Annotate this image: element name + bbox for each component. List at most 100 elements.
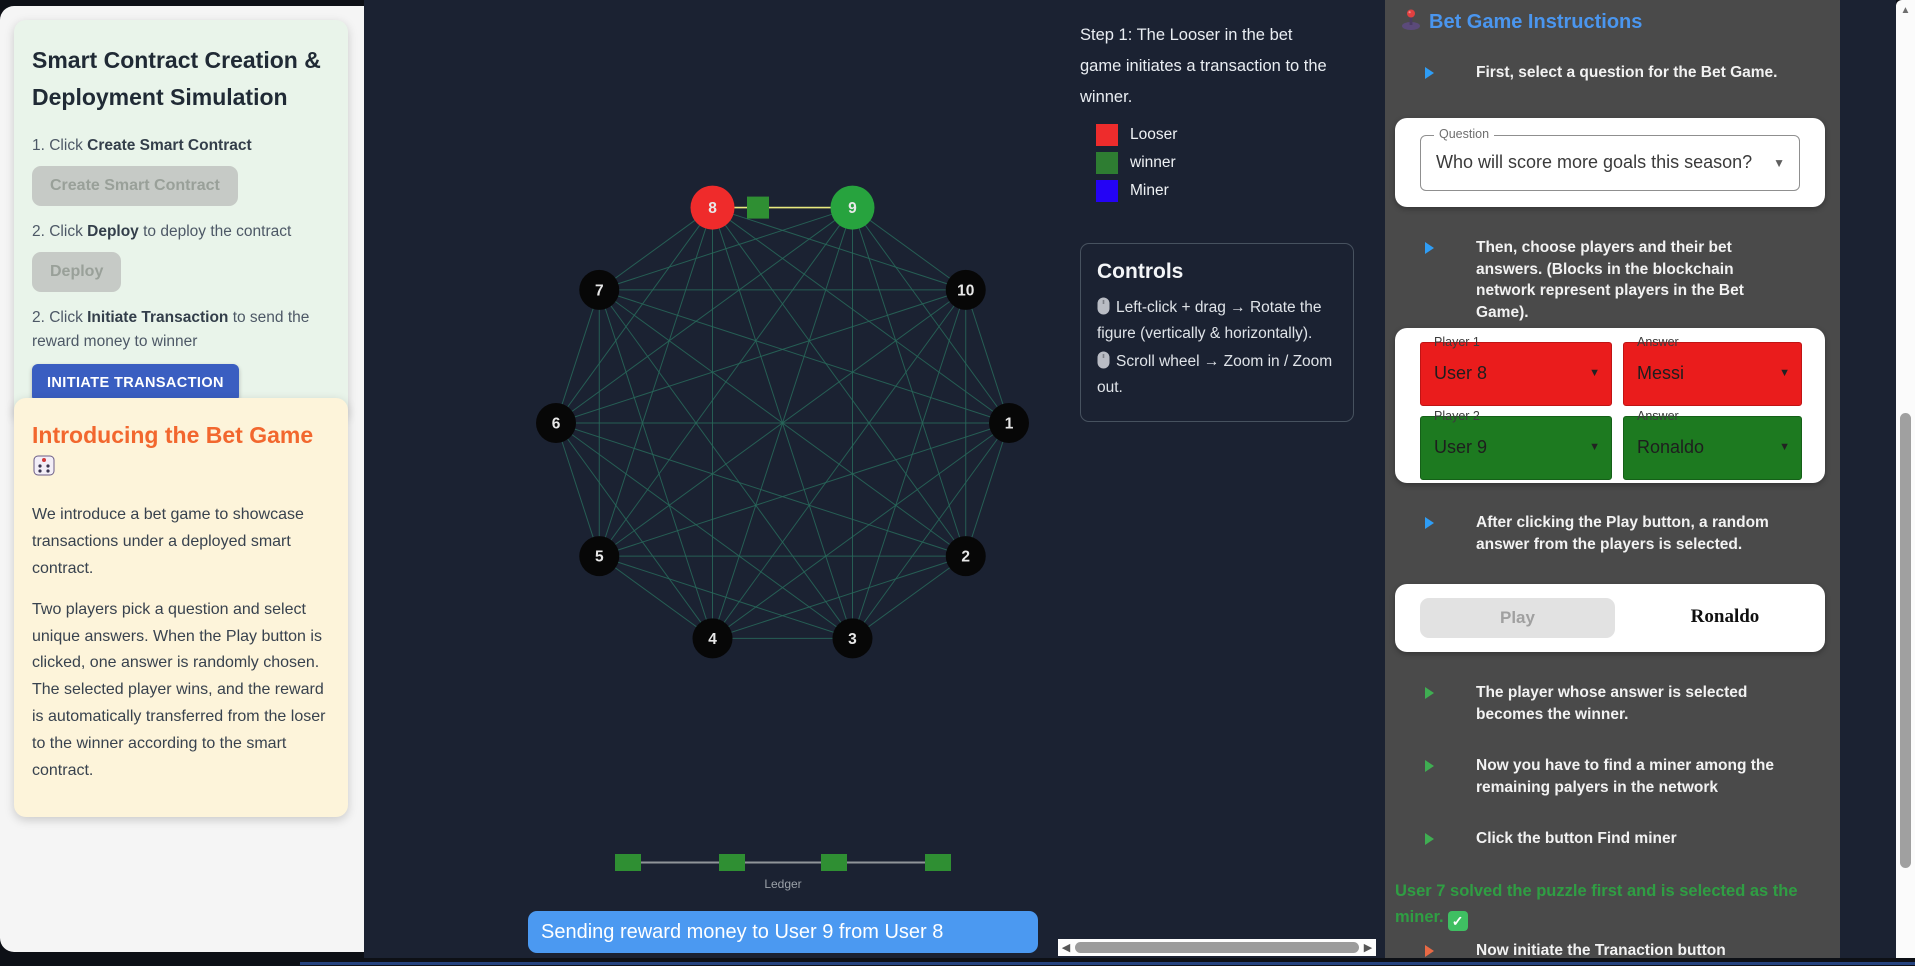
bet-game-instructions-panel: Bet Game Instructions First, select a qu…: [1385, 0, 1840, 966]
controls-rotate-hint: Left-click + drag → Rotate the figure (v…: [1097, 297, 1322, 343]
scroll-left-arrow-icon[interactable]: ◀: [1061, 942, 1071, 954]
step-1-label: 1. Click Create Smart Contract: [32, 136, 252, 154]
create-smart-contract-button[interactable]: Create Smart Contract: [32, 165, 238, 206]
question-card: Question Who will score more goals this …: [1395, 118, 1825, 207]
smart-contract-card-title: Smart Contract Creation & Deployment Sim…: [32, 47, 321, 110]
instruction-item-6: Click the button Find miner: [1425, 828, 1795, 850]
deploy-button[interactable]: Deploy: [32, 251, 122, 292]
step-description: Step 1: The Looser in the bet game initi…: [1080, 26, 1327, 107]
legend-miner: Miner: [1096, 180, 1177, 202]
smart-contract-card: Smart Contract Creation & Deployment Sim…: [14, 20, 348, 420]
bullet-arrow-icon: [1425, 945, 1434, 957]
chevron-down-icon[interactable]: ▼: [1779, 367, 1790, 379]
network-node-7[interactable]: [579, 269, 620, 310]
legend-winner: winner: [1096, 152, 1177, 174]
svg-text:6: 6: [552, 416, 561, 433]
network-node-1[interactable]: [989, 403, 1029, 443]
network-node-10[interactable]: [945, 269, 986, 310]
player1-select[interactable]: Player 1 User 8 ▼: [1420, 335, 1612, 406]
bet-game-intro-paragraph-1: We introduce a bet game to showcase tran…: [32, 506, 304, 577]
bet-game-intro-card: Introducing the Bet Game We introduce a …: [14, 398, 348, 817]
network-node-8[interactable]: [690, 185, 735, 230]
instruction-item-4: The player whose answer is selected beco…: [1425, 682, 1795, 725]
bullet-arrow-icon: [1425, 833, 1434, 845]
looser-swatch: [1096, 124, 1118, 146]
panel-header: Bet Game Instructions: [1401, 8, 1642, 36]
network-node-4[interactable]: [692, 618, 733, 659]
ledger-block: [615, 854, 641, 871]
mouse-icon: [1097, 351, 1110, 376]
player2-select[interactable]: Player 2 User 9 ▼: [1420, 409, 1612, 480]
mouse-icon: [1097, 297, 1110, 322]
svg-text:1: 1: [1005, 416, 1014, 433]
step-3-label: 2. Click Initiate Transaction to send th…: [32, 308, 310, 350]
svg-text:8: 8: [708, 200, 717, 217]
chevron-down-icon[interactable]: ▼: [1779, 441, 1790, 453]
transaction-status-bar: Sending reward money to User 9 from User…: [528, 911, 1038, 953]
instruction-item-5: Now you have to find a miner among the r…: [1425, 755, 1795, 798]
chevron-down-icon[interactable]: ▼: [1589, 441, 1600, 453]
page-bottom-accent: [300, 962, 1915, 965]
network-node-9[interactable]: [830, 185, 875, 230]
miner-selected-message: User 7 solved the puzzle first and is se…: [1395, 882, 1798, 932]
left-sidebar: Smart Contract Creation & Deployment Sim…: [0, 6, 364, 952]
dice-icon: [32, 453, 56, 482]
ledger-block: [821, 854, 847, 871]
chevron-down-icon[interactable]: ▼: [1589, 367, 1600, 379]
transaction-block-marker: [747, 196, 770, 219]
graph-legend: Looser winner Miner: [1096, 124, 1177, 208]
svg-text:9: 9: [848, 200, 857, 217]
question-select-label: Question: [1434, 127, 1495, 141]
vertical-scrollbar[interactable]: ▲: [1896, 0, 1915, 966]
scroll-up-arrow-icon[interactable]: ▲: [1900, 5, 1911, 16]
instruction-item-2: Then, choose players and their bet answe…: [1425, 237, 1795, 323]
instruction-item-3: After clicking the Play button, a random…: [1425, 512, 1795, 555]
scroll-right-arrow-icon[interactable]: ▶: [1363, 942, 1373, 954]
check-icon: ✓: [1447, 911, 1468, 932]
instruction-item-1: First, select a question for the Bet Gam…: [1425, 62, 1795, 84]
bet-game-intro-paragraph-2: Two players pick a question and select u…: [32, 600, 326, 779]
winner-swatch: [1096, 152, 1118, 174]
ledger-block: [925, 854, 951, 871]
panel-title: Bet Game Instructions: [1429, 10, 1643, 33]
play-result-value: Ronaldo: [1690, 606, 1760, 627]
step-2-label: 2. Click Deploy to deploy the contract: [32, 222, 292, 240]
play-card: Play Ronaldo: [1395, 584, 1825, 652]
controls-zoom-hint: Scroll wheel → Zoom in / Zoom out.: [1097, 351, 1333, 396]
network-node-2[interactable]: [945, 536, 986, 577]
bullet-arrow-icon: [1425, 242, 1434, 254]
vertical-scrollbar-thumb[interactable]: [1900, 413, 1911, 868]
bullet-arrow-icon: [1425, 517, 1434, 529]
network-node-6[interactable]: [536, 403, 576, 443]
chevron-down-icon[interactable]: ▼: [1773, 156, 1785, 170]
players-card: Player 1 User 8 ▼ Answer Messi ▼ Player …: [1395, 328, 1825, 483]
miner-swatch: [1096, 180, 1118, 202]
controls-panel: Controls Left-click + drag → Rotate the …: [1080, 243, 1354, 422]
svg-text:2: 2: [961, 549, 970, 566]
initiate-transaction-button[interactable]: INITIATE TRANSACTION: [32, 363, 239, 402]
bullet-arrow-icon: [1425, 67, 1434, 79]
player1-answer-select[interactable]: Answer Messi ▼: [1623, 335, 1802, 406]
svg-text:7: 7: [595, 282, 604, 299]
svg-text:5: 5: [595, 549, 604, 566]
horizontal-scrollbar-thumb[interactable]: [1075, 942, 1359, 953]
bet-game-intro-title: Introducing the Bet Game: [32, 422, 314, 448]
bullet-arrow-icon: [1425, 687, 1434, 699]
network-node-5[interactable]: [579, 536, 620, 577]
svg-text:10: 10: [957, 282, 974, 299]
instruction-item-7: Now initiate the Tranaction button: [1425, 940, 1795, 962]
legend-looser: Looser: [1096, 124, 1177, 146]
joystick-icon: [1401, 8, 1421, 36]
ledger-block: [719, 854, 745, 871]
bullet-arrow-icon: [1425, 760, 1434, 772]
network-node-3[interactable]: [832, 618, 873, 659]
horizontal-scrollbar[interactable]: ◀ ▶: [1058, 939, 1376, 956]
question-select[interactable]: Question Who will score more goals this …: [1420, 127, 1800, 191]
ledger-label: Ledger: [764, 877, 801, 891]
svg-text:4: 4: [708, 631, 717, 648]
network-graph[interactable]: 1 2 3 4 5 6 7 8 9 10 Ledger: [364, 0, 1386, 966]
play-button[interactable]: Play: [1420, 598, 1615, 638]
svg-text:3: 3: [848, 631, 857, 648]
player2-answer-select[interactable]: Answer Ronaldo ▼: [1623, 409, 1802, 480]
